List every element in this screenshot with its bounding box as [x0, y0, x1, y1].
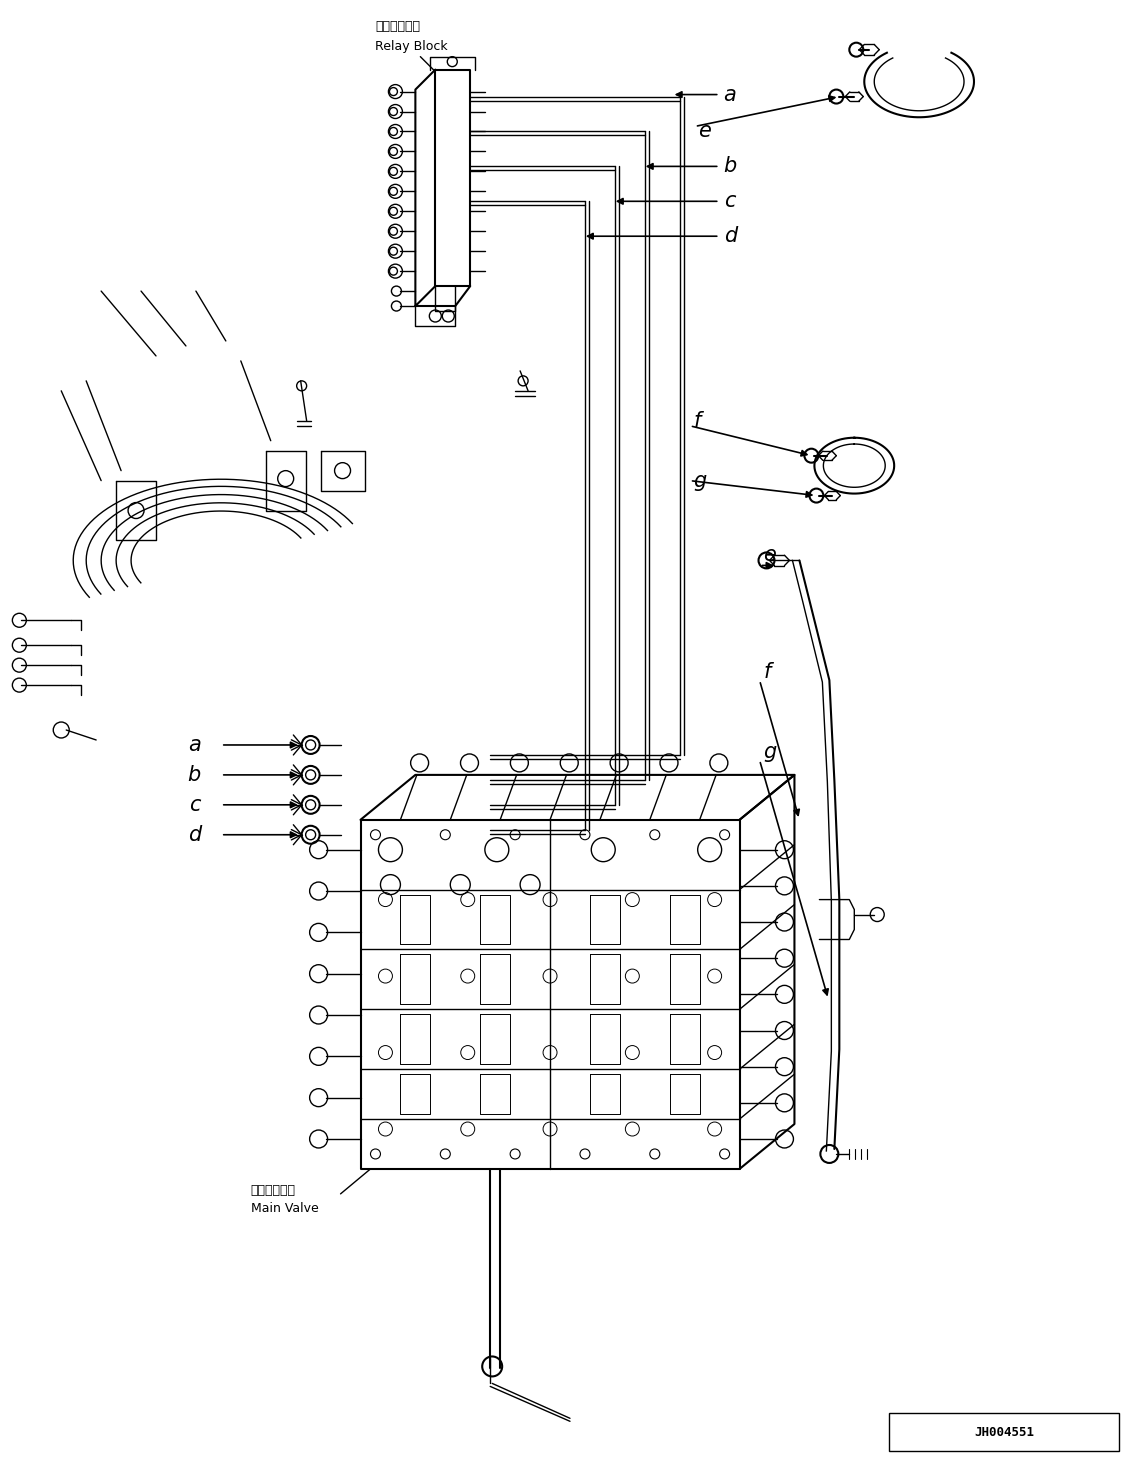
Text: a: a — [188, 734, 201, 755]
Text: Main Valve: Main Valve — [251, 1201, 319, 1214]
Text: e: e — [698, 121, 711, 142]
Text: d: d — [187, 825, 201, 844]
Bar — [889, 1413, 1119, 1451]
Text: a: a — [724, 85, 737, 104]
Text: 中継ブロック: 中継ブロック — [376, 19, 420, 32]
Text: c: c — [724, 192, 735, 211]
Text: e: e — [764, 546, 776, 565]
Text: g: g — [693, 471, 707, 490]
Text: b: b — [724, 157, 737, 177]
Text: d: d — [724, 227, 737, 246]
Text: Relay Block: Relay Block — [376, 40, 448, 53]
Text: c: c — [190, 794, 201, 815]
Text: b: b — [187, 765, 201, 784]
Text: f: f — [693, 411, 701, 430]
Text: JH004551: JH004551 — [974, 1426, 1034, 1438]
Text: g: g — [764, 742, 776, 762]
Text: f: f — [764, 663, 771, 682]
Text: メインバルブ: メインバルブ — [251, 1184, 296, 1197]
